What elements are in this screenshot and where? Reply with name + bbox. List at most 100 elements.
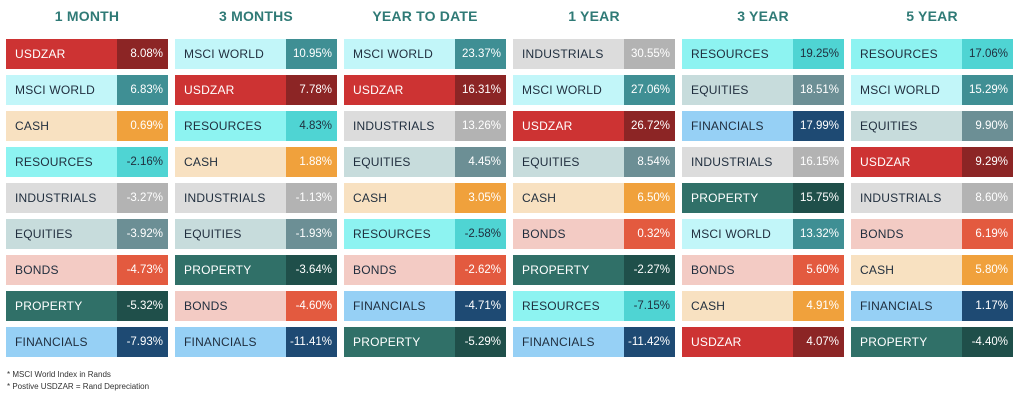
return-value: -4.73% bbox=[117, 255, 168, 285]
cell-bonds: BONDS -4.60% bbox=[175, 291, 337, 321]
asset-label: USDZAR bbox=[6, 39, 117, 69]
cell-property: PROPERTY -5.29% bbox=[344, 327, 506, 357]
cell-bonds: BONDS 5.60% bbox=[682, 255, 844, 285]
asset-label: CASH bbox=[851, 255, 962, 285]
return-value: -4.60% bbox=[286, 291, 337, 321]
asset-label: BONDS bbox=[851, 219, 962, 249]
return-value: 8.08% bbox=[117, 39, 168, 69]
asset-label: USDZAR bbox=[851, 147, 962, 177]
cell-equities: EQUITIES 9.90% bbox=[851, 111, 1013, 141]
return-value: -1.93% bbox=[286, 219, 337, 249]
return-value: 9.29% bbox=[962, 147, 1013, 177]
return-value: 6.83% bbox=[117, 75, 168, 105]
return-value: -1.13% bbox=[286, 183, 337, 213]
return-value: 7.78% bbox=[286, 75, 337, 105]
asset-label: MSCI WORLD bbox=[175, 39, 286, 69]
asset-label: PROPERTY bbox=[513, 255, 624, 285]
cell-financials: FINANCIALS 17.99% bbox=[682, 111, 844, 141]
return-value: -7.93% bbox=[117, 327, 168, 357]
cell-msci-world: MSCI WORLD 10.95% bbox=[175, 39, 337, 69]
return-value: -3.64% bbox=[286, 255, 337, 285]
cell-equities: EQUITIES -1.93% bbox=[175, 219, 337, 249]
asset-label: RESOURCES bbox=[682, 39, 793, 69]
cell-property: PROPERTY -2.27% bbox=[513, 255, 675, 285]
cell-cash: CASH 6.50% bbox=[513, 183, 675, 213]
return-value: 27.06% bbox=[624, 75, 675, 105]
footnote-usdzar: * Postive USDZAR = Rand Depreciation bbox=[7, 382, 150, 391]
asset-label: USDZAR bbox=[344, 75, 455, 105]
column-title: 5 YEAR bbox=[906, 8, 958, 24]
return-value: -3.27% bbox=[117, 183, 168, 213]
return-value: 6.50% bbox=[624, 183, 675, 213]
return-value: 16.31% bbox=[455, 75, 506, 105]
cell-usdzar: USDZAR 8.08% bbox=[6, 39, 168, 69]
return-value: 26.72% bbox=[624, 111, 675, 141]
return-value: 15.75% bbox=[793, 183, 844, 213]
asset-label: BONDS bbox=[6, 255, 117, 285]
asset-label: CASH bbox=[6, 111, 117, 141]
return-value: 8.60% bbox=[962, 183, 1013, 213]
return-value: 4.07% bbox=[793, 327, 844, 357]
asset-label: INDUSTRIALS bbox=[851, 183, 962, 213]
asset-label: EQUITIES bbox=[344, 147, 455, 177]
asset-label: FINANCIALS bbox=[344, 291, 455, 321]
asset-label: RESOURCES bbox=[851, 39, 962, 69]
asset-label: INDUSTRIALS bbox=[175, 183, 286, 213]
cell-industrials: INDUSTRIALS 13.26% bbox=[344, 111, 506, 141]
asset-label: CASH bbox=[513, 183, 624, 213]
return-value: 1.17% bbox=[962, 291, 1013, 321]
cell-msci-world: MSCI WORLD 6.83% bbox=[6, 75, 168, 105]
asset-label: PROPERTY bbox=[6, 291, 117, 321]
asset-label: EQUITIES bbox=[175, 219, 286, 249]
asset-label: CASH bbox=[682, 291, 793, 321]
asset-label: RESOURCES bbox=[344, 219, 455, 249]
column-title: 1 MONTH bbox=[54, 8, 120, 24]
return-value: 13.32% bbox=[793, 219, 844, 249]
asset-label: INDUSTRIALS bbox=[344, 111, 455, 141]
asset-label: CASH bbox=[344, 183, 455, 213]
return-value: 13.26% bbox=[455, 111, 506, 141]
asset-label: RESOURCES bbox=[6, 147, 117, 177]
column-title: 3 YEAR bbox=[737, 8, 789, 24]
cell-bonds: BONDS 6.19% bbox=[851, 219, 1013, 249]
return-value: 4.91% bbox=[793, 291, 844, 321]
return-value: 10.95% bbox=[286, 39, 337, 69]
cell-equities: EQUITIES 4.45% bbox=[344, 147, 506, 177]
return-value: -3.92% bbox=[117, 219, 168, 249]
asset-label: BONDS bbox=[175, 291, 286, 321]
cell-msci-world: MSCI WORLD 23.37% bbox=[344, 39, 506, 69]
return-value: 30.55% bbox=[624, 39, 675, 69]
cell-property: PROPERTY 15.75% bbox=[682, 183, 844, 213]
asset-label: FINANCIALS bbox=[175, 327, 286, 357]
cell-resources: RESOURCES 17.06% bbox=[851, 39, 1013, 69]
footnote-msci: * MSCI World Index in Rands bbox=[7, 370, 111, 379]
return-value: -4.71% bbox=[455, 291, 506, 321]
asset-label: MSCI WORLD bbox=[851, 75, 962, 105]
asset-label: BONDS bbox=[344, 255, 455, 285]
cell-bonds: BONDS -4.73% bbox=[6, 255, 168, 285]
cell-property: PROPERTY -5.32% bbox=[6, 291, 168, 321]
return-value: 19.25% bbox=[793, 39, 844, 69]
cell-industrials: INDUSTRIALS 16.15% bbox=[682, 147, 844, 177]
return-value: 17.99% bbox=[793, 111, 844, 141]
cell-usdzar: USDZAR 7.78% bbox=[175, 75, 337, 105]
asset-label: RESOURCES bbox=[513, 291, 624, 321]
asset-label: FINANCIALS bbox=[513, 327, 624, 357]
return-value: -7.15% bbox=[624, 291, 675, 321]
return-value: -11.42% bbox=[624, 327, 675, 357]
asset-label: EQUITIES bbox=[682, 75, 793, 105]
cell-resources: RESOURCES -2.58% bbox=[344, 219, 506, 249]
asset-label: MSCI WORLD bbox=[6, 75, 117, 105]
column-title: YEAR TO DATE bbox=[372, 8, 478, 24]
return-value: -2.27% bbox=[624, 255, 675, 285]
footnotes: * MSCI World Index in Rands * Postive US… bbox=[7, 369, 149, 393]
cell-financials: FINANCIALS 1.17% bbox=[851, 291, 1013, 321]
asset-label: FINANCIALS bbox=[6, 327, 117, 357]
asset-label: EQUITIES bbox=[851, 111, 962, 141]
return-value: -2.62% bbox=[455, 255, 506, 285]
return-value: 0.69% bbox=[117, 111, 168, 141]
cell-industrials: INDUSTRIALS -1.13% bbox=[175, 183, 337, 213]
asset-label: USDZAR bbox=[682, 327, 793, 357]
asset-label: USDZAR bbox=[513, 111, 624, 141]
